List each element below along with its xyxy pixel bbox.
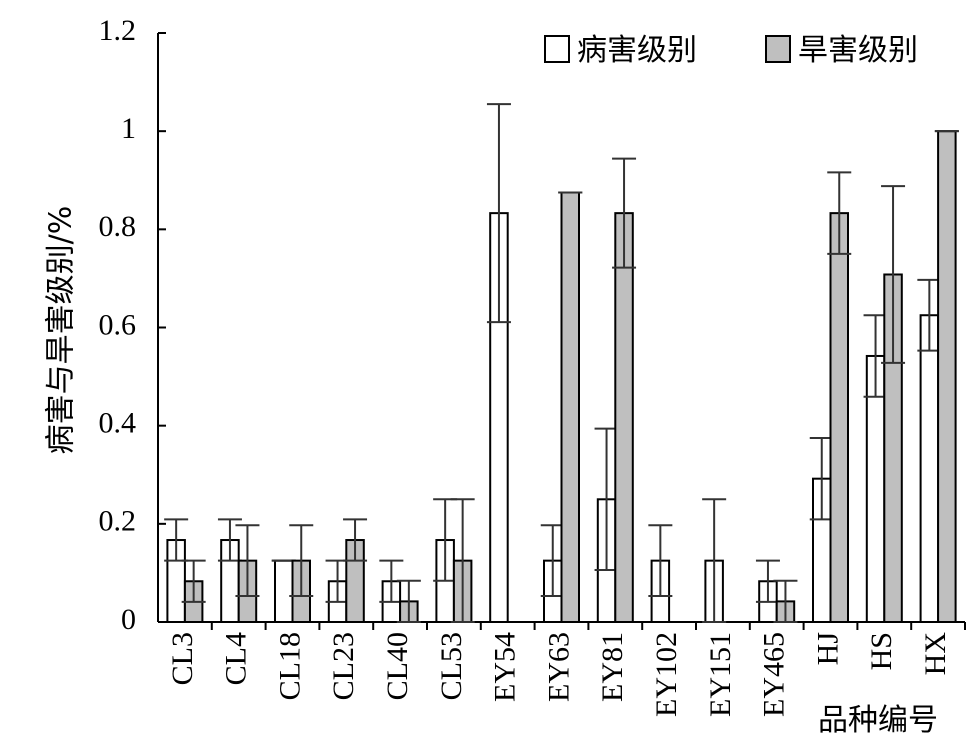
x-category-label: CL18 [273,632,306,700]
y-tick-label: 0.4 [99,407,137,440]
legend-label-disease: 病害级别 [577,33,697,68]
y-tick-label: 0.8 [99,210,137,243]
x-category-label: HS [865,632,898,670]
x-category-label: HX [919,632,952,676]
legend-swatch-disease [544,35,570,63]
y-tick-label: 0.6 [99,308,137,341]
x-category-label: CL23 [327,632,360,700]
y-tick-label: 1 [121,112,136,145]
bar [274,559,294,623]
y-tick-label: 1.2 [99,14,137,47]
y-axis-title: 病害与旱害级别/% [44,206,79,455]
x-axis-title: 品种编号 [818,703,938,738]
x-category-label: CL3 [166,632,199,685]
bar [614,212,634,623]
legend: 病害级别 旱害级别 [544,33,918,68]
bar [937,130,957,624]
bar [829,212,849,623]
x-category-label: CL53 [435,632,468,700]
legend-label-drought: 旱害级别 [798,33,918,68]
y-axis-ticks: 0 0.2 0.4 0.6 0.8 1 1.2 [99,14,166,636]
x-category-label: HJ [811,632,844,666]
x-category-label: EY63 [542,632,575,702]
y-tick-label: 0 [121,603,136,636]
bar [560,191,580,623]
x-category-label: EY54 [489,632,522,702]
x-axis-categories: CL3 CL4 CL18 CL23 CL40 CL53 EY54 EY63 EY81 EY102 E… [166,632,952,717]
x-category-label: EY102 [650,632,683,717]
legend-swatch-drought [765,35,791,63]
x-category-label: EY151 [704,632,737,717]
x-category-label: CL40 [381,632,414,700]
y-tick-label: 0.2 [99,505,137,538]
x-category-label: EY465 [758,632,791,717]
x-category-label: EY81 [596,632,629,702]
x-category-label: CL4 [220,632,253,685]
bar [919,314,940,623]
plot-area [157,33,966,630]
